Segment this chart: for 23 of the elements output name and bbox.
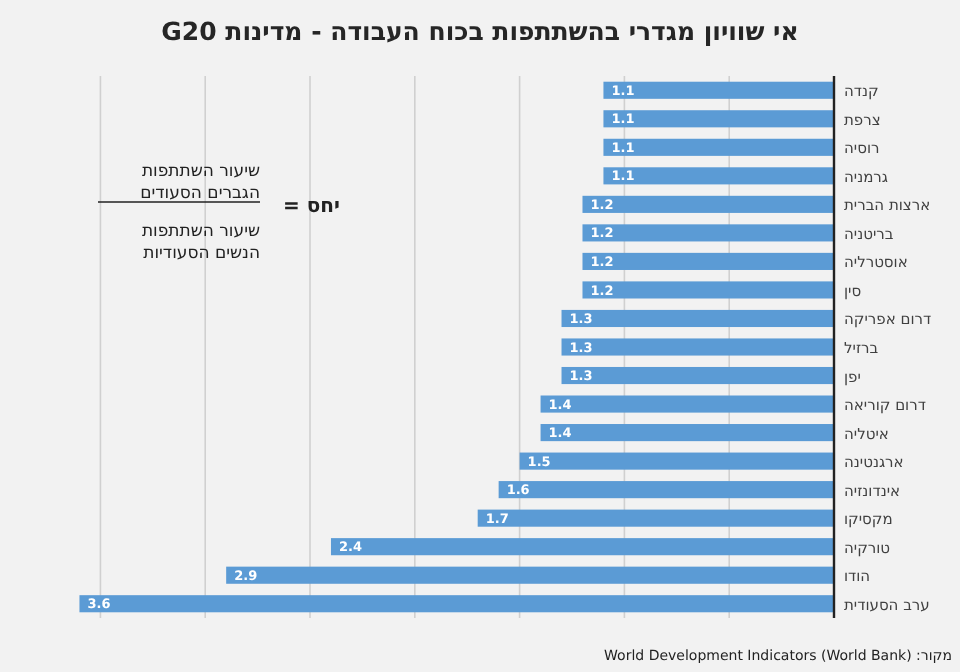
bar [582,224,834,242]
annotation: שיעור השתתפות הגברים הסעודים [140,162,260,204]
annotation: יחס = [283,196,341,218]
bar [603,167,834,185]
bar [603,110,834,128]
bar [582,252,834,270]
annotation: שיעור השתתפות הנשים הסעודיות [141,222,260,264]
bar [519,452,834,470]
bar [603,81,834,99]
bar [603,138,834,156]
bar [561,309,834,328]
chart-title: אי שוויון מגדרי בהשתתפות בכוח העבודה - מדינות G20 [161,16,799,46]
bar [477,509,834,527]
bar [561,366,834,385]
bar [226,566,834,584]
bar [561,338,834,356]
bar [540,395,834,413]
bar [582,195,834,213]
bar [498,481,834,499]
bar [330,538,834,556]
bar [582,281,834,299]
bar [79,595,834,613]
bar [540,424,834,442]
